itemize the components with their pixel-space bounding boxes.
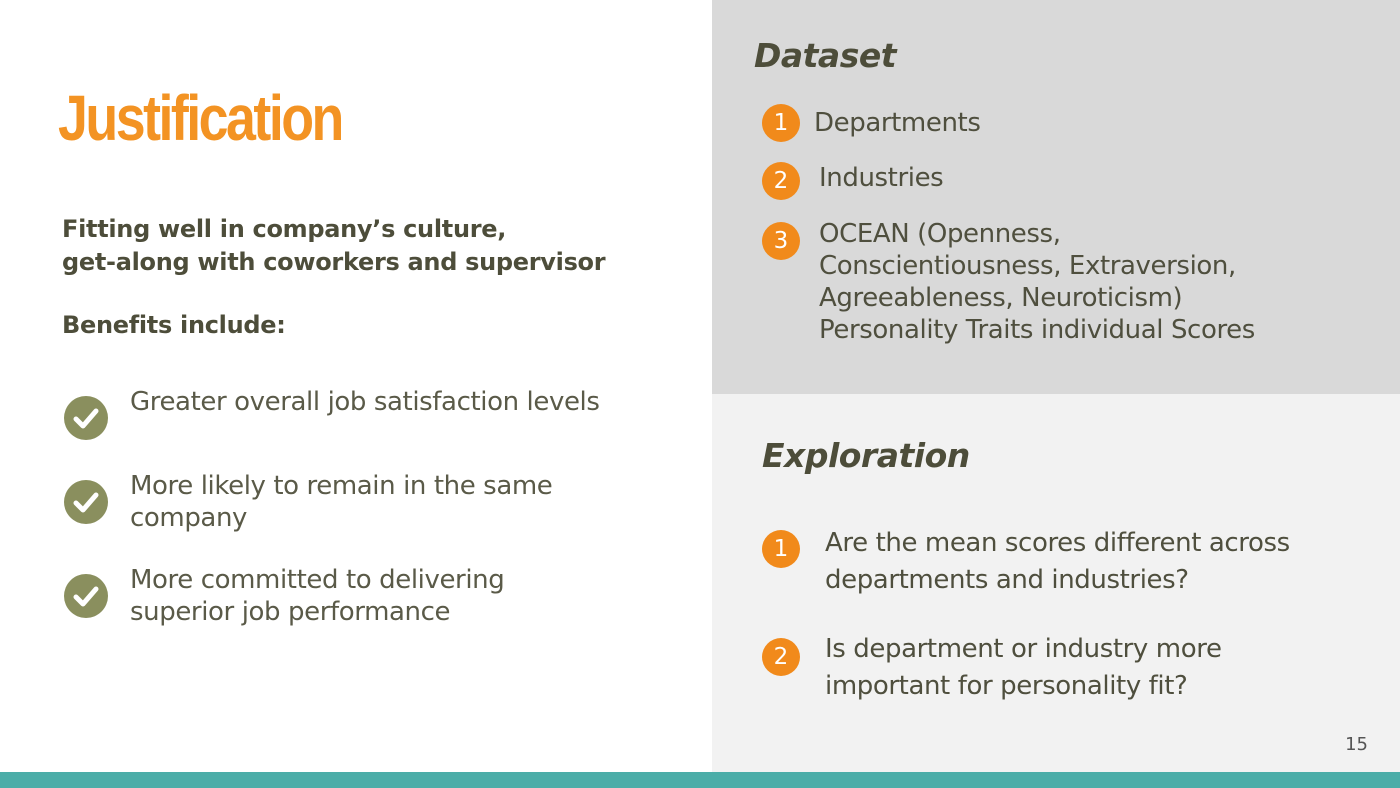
exploration-item-text: Is department or industry more important…	[825, 634, 1222, 701]
dataset-title: Dataset	[754, 36, 897, 75]
slide-subtitle: Fitting well in company’s culture, get-a…	[62, 215, 606, 276]
dataset-number-badge: 3	[762, 222, 800, 260]
exploration-title: Exploration	[762, 436, 970, 475]
left-panel	[0, 0, 712, 772]
check-circle-icon	[64, 480, 108, 524]
dataset-item-text: Departments	[814, 108, 981, 138]
benefits-heading: Benefits include:	[62, 311, 286, 339]
slide-title: Justification	[58, 82, 344, 154]
dataset-panel	[712, 0, 1400, 394]
exploration-number-badge: 1	[762, 530, 800, 568]
benefit-text: Greater overall job satisfaction levels	[130, 387, 600, 417]
bottom-accent-bar	[0, 772, 1400, 788]
check-circle-icon	[64, 574, 108, 618]
page-number: 15	[1345, 734, 1368, 755]
dataset-item-text: Industries	[819, 163, 944, 193]
check-circle-icon	[64, 396, 108, 440]
benefit-text: More committed to delivering superior jo…	[130, 565, 505, 627]
benefit-text: More likely to remain in the same compan…	[130, 471, 553, 533]
exploration-panel	[712, 394, 1400, 772]
exploration-number-badge: 2	[762, 638, 800, 676]
dataset-item-text: OCEAN (Openness, Conscientiousness, Extr…	[819, 219, 1255, 345]
exploration-item-text: Are the mean scores different across dep…	[825, 528, 1290, 595]
dataset-number-badge: 1	[762, 104, 800, 142]
dataset-number-badge: 2	[762, 162, 800, 200]
